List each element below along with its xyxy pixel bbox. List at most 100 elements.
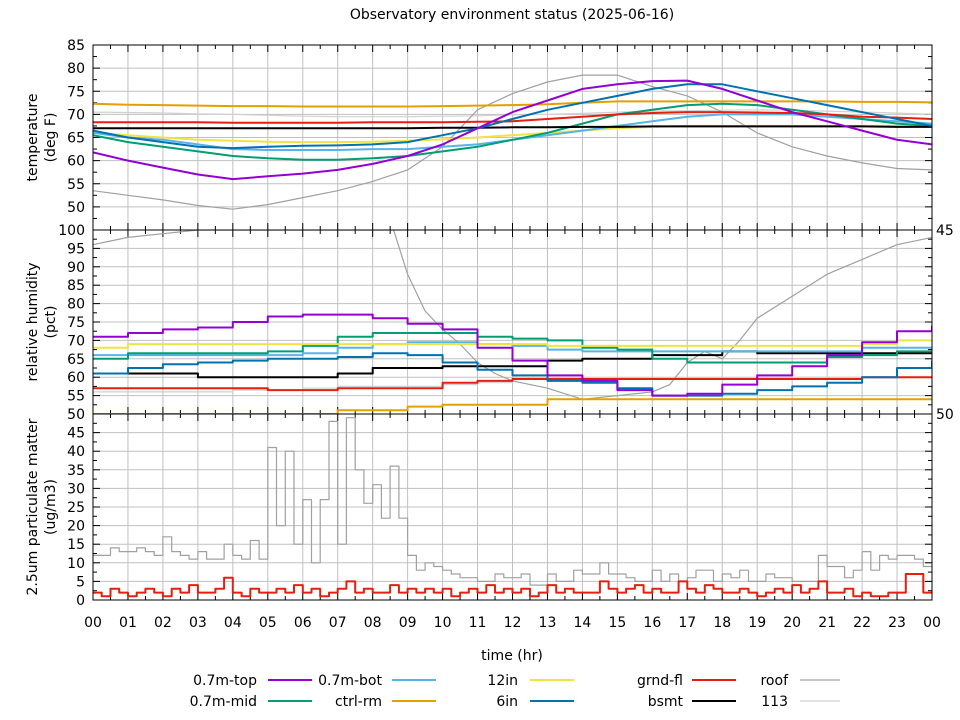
y-axis-label: temperature (deg F) <box>25 94 59 182</box>
y-tick-label: 45 <box>936 223 954 239</box>
y-tick-label: 35 <box>67 463 85 479</box>
x-tick-label: 13 <box>539 615 557 631</box>
y-tick-label: 50 <box>67 200 85 216</box>
y-tick-label: 80 <box>67 297 85 313</box>
legend-label: 0.7m-mid <box>190 694 257 710</box>
panel-1: 50 55 60 65 70 75 80 85 90 95 100 relative humidity… <box>25 223 954 423</box>
x-tick-label: 12 <box>504 615 522 631</box>
y-tick-label: 95 <box>67 241 85 257</box>
y-tick-label: 75 <box>67 315 85 331</box>
x-tick-label: 14 <box>574 615 592 631</box>
y-tick-label: 25 <box>67 500 85 516</box>
series-line-0.7m-top <box>93 79 932 181</box>
series-group <box>93 230 932 414</box>
y-axis-label: relative humidity (pct) <box>25 262 59 381</box>
series-group <box>93 74 932 210</box>
y-tick-label: 85 <box>67 38 85 54</box>
y-tick-label: 0 <box>76 593 85 609</box>
chart-title: Observatory environment status (2025-06-… <box>350 7 674 23</box>
x-tick-label: 05 <box>259 615 277 631</box>
x-tick-label: 22 <box>853 615 871 631</box>
y-tick-label: 75 <box>67 84 85 100</box>
y-axis-label-line: (pct) <box>43 306 59 339</box>
legend-label: 0.7m-bot <box>318 673 382 689</box>
x-tick-label: 09 <box>399 615 417 631</box>
legend-item: 6in <box>496 694 574 710</box>
series-line-6in <box>93 83 932 150</box>
series-line-0.7m-mid <box>93 332 932 364</box>
legend-item: bsmt <box>648 694 736 710</box>
y-tick-label: 55 <box>67 177 85 193</box>
legend-item: 0.7m-mid <box>190 694 312 710</box>
y-axis-label: 2.5um particulate matter (ug/m3) <box>25 418 59 595</box>
legend-label: grnd-fl <box>637 673 683 689</box>
y-tick-label: 80 <box>67 61 85 77</box>
series-line-bsmt <box>93 125 932 130</box>
series-line-12in <box>93 339 932 349</box>
x-tick-label: 19 <box>748 615 766 631</box>
x-tick-label: 18 <box>713 615 731 631</box>
series-line-6in <box>93 352 932 397</box>
y-tick-label: 65 <box>67 352 85 368</box>
y-axis-label-line: temperature <box>25 94 41 182</box>
legend-label: 6in <box>496 694 518 710</box>
x-tick-label: 08 <box>364 615 382 631</box>
x-tick-label: 16 <box>643 615 661 631</box>
y-axis-label-line: (deg F) <box>43 113 59 163</box>
panel-0: 45 50 55 60 65 70 75 80 85 temperature (deg F) <box>25 38 954 239</box>
x-tick-label: 21 <box>818 615 836 631</box>
series-line-0.7m-top <box>93 313 932 397</box>
legend-item: ctrl-rm <box>335 694 436 710</box>
legend-label: ctrl-rm <box>335 694 382 710</box>
series-line-0.7m-mid <box>93 102 932 161</box>
y-tick-label: 50 <box>936 407 954 423</box>
legend-label: bsmt <box>648 694 684 710</box>
y-tick-label: 15 <box>67 537 85 553</box>
x-tick-label: 15 <box>608 615 626 631</box>
legend-item: roof <box>760 673 840 689</box>
y-tick-label: 55 <box>67 389 85 405</box>
series-line-roof <box>93 74 932 210</box>
y-axis-label-line: (ug/m3) <box>43 479 59 535</box>
series-line-grnd-fl <box>93 376 932 392</box>
x-tick-label: 23 <box>888 615 906 631</box>
x-tick-label: 04 <box>224 615 242 631</box>
y-axis-label-line: relative humidity <box>25 262 41 381</box>
x-tick-label: 17 <box>678 615 696 631</box>
y-tick-label: 20 <box>67 519 85 535</box>
y-tick-label: 90 <box>67 260 85 276</box>
y-tick-label: 65 <box>67 131 85 147</box>
y-tick-label: 60 <box>67 154 85 170</box>
series-group <box>93 417 932 598</box>
legend: 0.7m-top 0.7m-mid 0.7m-bot ctrl-rm 12in 6in gr… <box>190 673 840 710</box>
legend-item: 0.7m-top <box>193 673 312 689</box>
y-axis-label-line: 2.5um particulate matter <box>25 418 41 595</box>
y-tick-label: 30 <box>67 481 85 497</box>
legend-item: 12in <box>487 673 574 689</box>
y-tick-label: 5 <box>76 574 85 590</box>
series-line-ctrl-rm <box>93 100 932 108</box>
series-line-ctrl-rm <box>93 398 932 414</box>
x-axis-label: time (hr) <box>481 648 543 664</box>
legend-label: 113 <box>761 694 788 710</box>
x-tick-label: 03 <box>189 615 207 631</box>
y-tick-label: 100 <box>58 223 85 239</box>
x-tick-label: 00 <box>923 615 941 631</box>
x-tick-label: 07 <box>329 615 347 631</box>
legend-label: 0.7m-top <box>193 673 257 689</box>
y-tick-label: 70 <box>67 333 85 349</box>
x-tick-label: 06 <box>294 615 312 631</box>
legend-item: 113 <box>761 694 840 710</box>
x-tick-label: 10 <box>434 615 452 631</box>
x-tick-label: 11 <box>469 615 487 631</box>
y-tick-label: 70 <box>67 107 85 123</box>
y-tick-label: 10 <box>67 556 85 572</box>
series-line-roof <box>93 230 932 400</box>
x-tick-label: 01 <box>119 615 137 631</box>
series-line-roof <box>93 417 932 586</box>
x-tick-label: 20 <box>783 615 801 631</box>
y-tick-label: 85 <box>67 278 85 294</box>
y-tick-label: 60 <box>67 370 85 386</box>
